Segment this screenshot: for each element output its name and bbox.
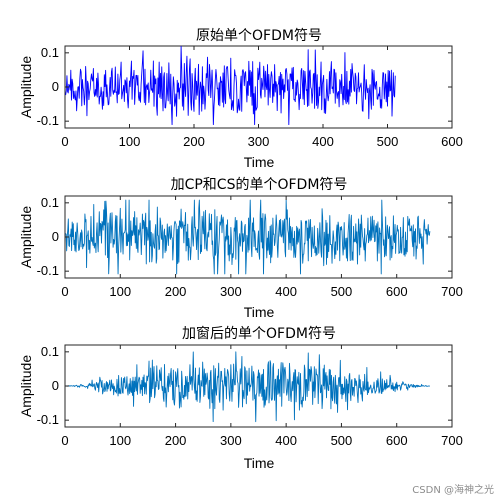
y-axis-label: Amplitude [18,56,34,118]
y-tick-label: -0.1 [37,412,59,427]
x-axis-label: Time [244,304,275,320]
y-tick-label: 0 [52,378,59,393]
y-axis-label: Amplitude [18,355,34,417]
x-tick-label: 200 [165,433,187,448]
x-tick-label: 300 [220,284,242,299]
plot-title: 加CP和CS的单个OFDM符号 [171,177,348,193]
x-tick-label: 400 [312,134,334,149]
plot-panel-3: 加窗后的单个OFDM符号 0 100 200 300 400 500 600 700 -0.1… [18,325,463,471]
x-tick-label: 200 [183,134,205,149]
signal-line [65,199,431,275]
x-tick-label: 700 [441,284,463,299]
y-tick-label: 0.1 [41,45,59,60]
y-tick-label: -0.1 [37,113,59,128]
signal-line [65,351,430,423]
x-tick-label: 100 [119,134,141,149]
x-axis-label: Time [244,455,275,471]
plot-panel-2: 加CP和CS的单个OFDM符号 0 100 200 300 400 500 600 700 -… [18,177,463,320]
x-axis-label: Time [244,154,275,170]
y-tick-label: 0.1 [41,344,59,359]
x-tick-label: 0 [61,284,68,299]
x-tick-label: 400 [275,433,297,448]
x-tick-label: 0 [61,433,68,448]
y-tick-label: 0 [52,79,59,94]
x-tick-label: 600 [386,284,408,299]
x-tick-label: 0 [61,134,68,149]
y-tick-label: -0.1 [37,263,59,278]
y-tick-label: 0.1 [41,195,59,210]
x-tick-label: 400 [275,284,297,299]
plot-title: 原始单个OFDM符号 [196,28,322,44]
x-tick-label: 600 [441,134,463,149]
plot-panel-1: 原始单个OFDM符号 0 100 200 300 400 500 600 -0.100.1 … [18,28,463,170]
signal-line [65,45,396,126]
x-tick-label: 100 [109,433,131,448]
x-tick-label: 300 [248,134,270,149]
x-tick-label: 500 [377,134,399,149]
plot-title: 加窗后的单个OFDM符号 [182,325,336,342]
y-tick-label: 0 [52,229,59,244]
x-tick-label: 700 [441,433,463,448]
x-tick-label: 100 [109,284,131,299]
x-tick-label: 500 [331,284,353,299]
watermark: CSDN @海神之光 [412,485,494,496]
x-tick-label: 300 [220,433,242,448]
x-tick-label: 200 [165,284,187,299]
y-axis-label: Amplitude [18,206,34,268]
x-tick-label: 500 [331,433,353,448]
x-tick-label: 600 [386,433,408,448]
